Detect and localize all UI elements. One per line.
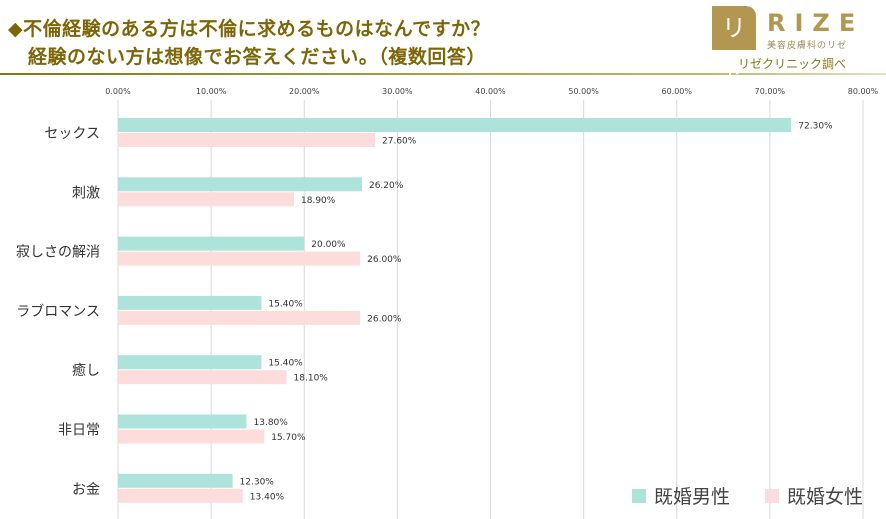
bar-female xyxy=(118,429,265,444)
bar-male xyxy=(118,473,233,488)
x-tick-label: 50.00% xyxy=(568,87,599,96)
bar-female xyxy=(118,370,287,385)
data-label: 26.00% xyxy=(367,255,402,265)
title-divider xyxy=(0,73,886,75)
data-label: 27.60% xyxy=(382,137,417,147)
bar-female xyxy=(118,310,361,325)
x-tick-label: 40.00% xyxy=(475,87,506,96)
legend-label-female: 既婚女性 xyxy=(787,486,864,508)
data-label: 15.40% xyxy=(268,359,303,369)
legend-label-male: 既婚男性 xyxy=(654,486,731,508)
bar-female xyxy=(118,192,295,207)
data-label: 26.20% xyxy=(369,181,404,191)
logo-mark: リゼ xyxy=(712,6,756,86)
category-label: ラブロマンス xyxy=(16,303,100,320)
category-label: 寂しさの解消 xyxy=(16,245,100,261)
bar-male xyxy=(118,118,792,132)
logo-sub: 美容皮膚科のリゼ xyxy=(767,41,848,51)
legend-male: 既婚男性 xyxy=(632,482,730,509)
bar-female xyxy=(118,251,361,266)
category-label: セックス xyxy=(44,126,100,142)
x-tick-label: 20.00% xyxy=(289,87,320,96)
bar-male xyxy=(118,236,305,251)
chart-title-line2: 経験のない方は想像でお答えください。（複数回答） xyxy=(28,46,486,68)
x-tick-label: 60.00% xyxy=(661,87,692,96)
x-tick-label: 30.00% xyxy=(382,87,413,96)
credit: リゼクリニック調べ xyxy=(738,57,847,71)
data-label: 26.00% xyxy=(367,314,402,324)
data-label: 72.30% xyxy=(798,122,833,132)
data-label: 15.70% xyxy=(271,433,306,443)
bar-male xyxy=(118,355,262,370)
data-label: 18.10% xyxy=(294,374,329,384)
category-label: 刺激 xyxy=(72,184,100,201)
x-tick-label: 0.00% xyxy=(105,87,131,96)
chart-title-line1: ◆不倫経験のある方は不倫に求めるものはなんですか？ xyxy=(8,18,491,40)
data-label: 20.00% xyxy=(311,240,346,250)
legend-swatch-female xyxy=(765,488,779,503)
category-label: お金 xyxy=(72,482,100,498)
logo-name: RIZE xyxy=(767,9,865,37)
data-label: 12.30% xyxy=(240,477,275,487)
data-label: 13.80% xyxy=(254,418,289,428)
x-tick-label: 10.00% xyxy=(196,87,227,96)
data-label: 13.40% xyxy=(250,492,285,502)
bar-male xyxy=(118,295,262,310)
bar-male xyxy=(118,414,247,429)
category-label: 癒し xyxy=(72,363,100,379)
legend-female: 既婚女性 xyxy=(765,482,863,509)
bar-female xyxy=(118,488,243,503)
legend-swatch-male xyxy=(632,488,646,503)
x-tick-label: 80.00% xyxy=(848,87,879,96)
bar-female xyxy=(118,133,376,147)
category-label: 非日常 xyxy=(58,423,100,439)
x-tick-label: 70.00% xyxy=(755,87,786,96)
data-label: 18.90% xyxy=(301,196,336,206)
bar-male xyxy=(118,177,362,192)
data-label: 15.40% xyxy=(268,299,303,309)
